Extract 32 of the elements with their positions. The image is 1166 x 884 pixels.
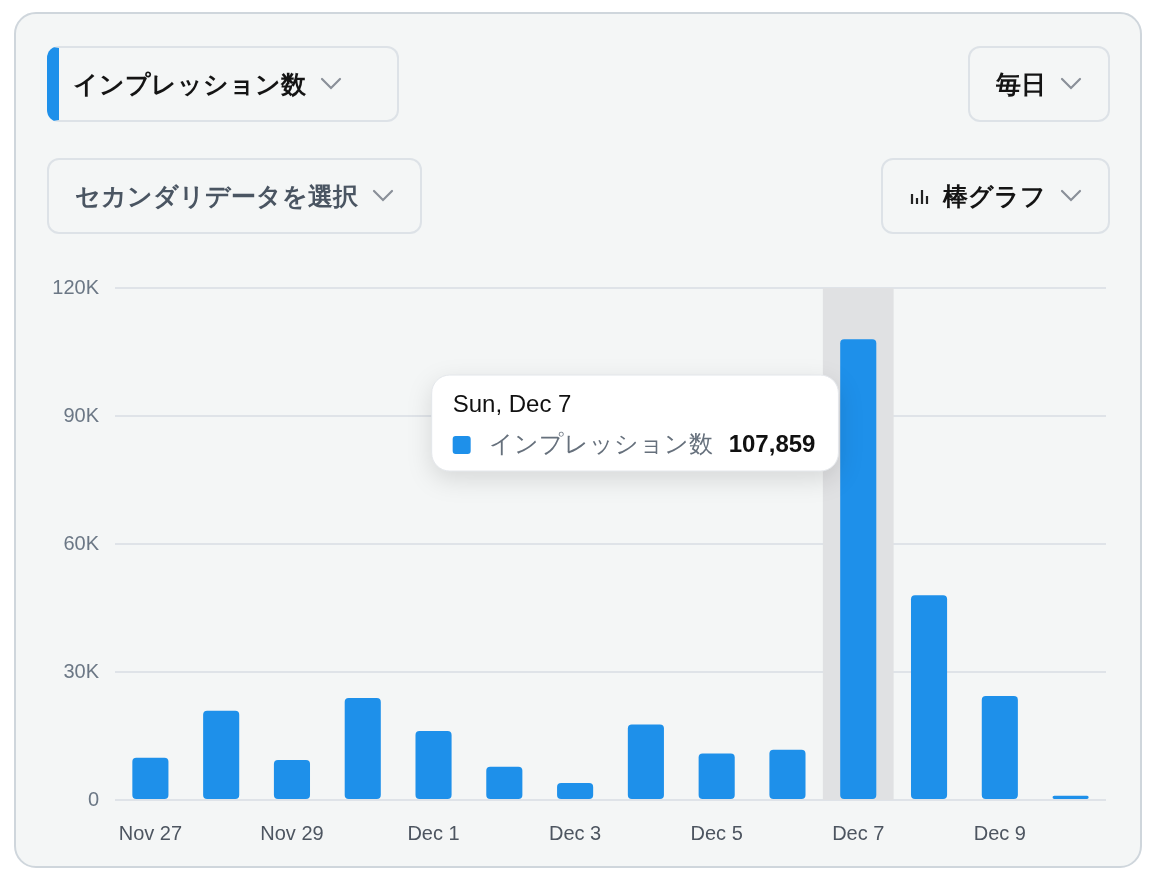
y-tick-label: 30K — [63, 659, 100, 682]
annotation: 107,859 — [728, 429, 816, 457]
dropdown: セカンダリデータを選択 — [47, 158, 422, 234]
dropdown: 棒グラフ — [881, 158, 1110, 234]
bar — [415, 730, 452, 799]
annotation: Sun, Dec 7 — [452, 389, 572, 417]
bar — [769, 749, 806, 799]
dropdown: 毎日 — [968, 46, 1110, 122]
x-tick-label: Dec 1 — [407, 821, 460, 844]
y-tick-label: 90K — [63, 403, 100, 426]
bar — [203, 710, 240, 799]
y-tick-label: 60K — [63, 531, 100, 554]
x-tick-label: Nov 27 — [118, 821, 183, 844]
dropdown: インプレッション数 — [47, 46, 399, 122]
x-tick-label: Dec 9 — [973, 821, 1026, 844]
bar — [273, 759, 311, 799]
x-tick-label: Nov 29 — [260, 821, 324, 844]
bar — [132, 757, 169, 799]
y-tick-label: 0 — [87, 787, 99, 810]
x-tick-label: Dec 5 — [690, 821, 743, 844]
bar — [698, 753, 735, 799]
bar — [1052, 795, 1089, 799]
y-tick-label: 120K — [52, 275, 100, 298]
bar — [344, 698, 381, 799]
x-tick-label: Dec 3 — [548, 821, 602, 844]
bar — [557, 782, 594, 799]
bar — [981, 695, 1018, 799]
bar — [910, 595, 948, 799]
legend-label: インプレッション数 — [488, 429, 713, 457]
bar — [627, 724, 664, 799]
x-tick-label: Dec 7 — [832, 821, 885, 844]
bar — [486, 766, 523, 799]
